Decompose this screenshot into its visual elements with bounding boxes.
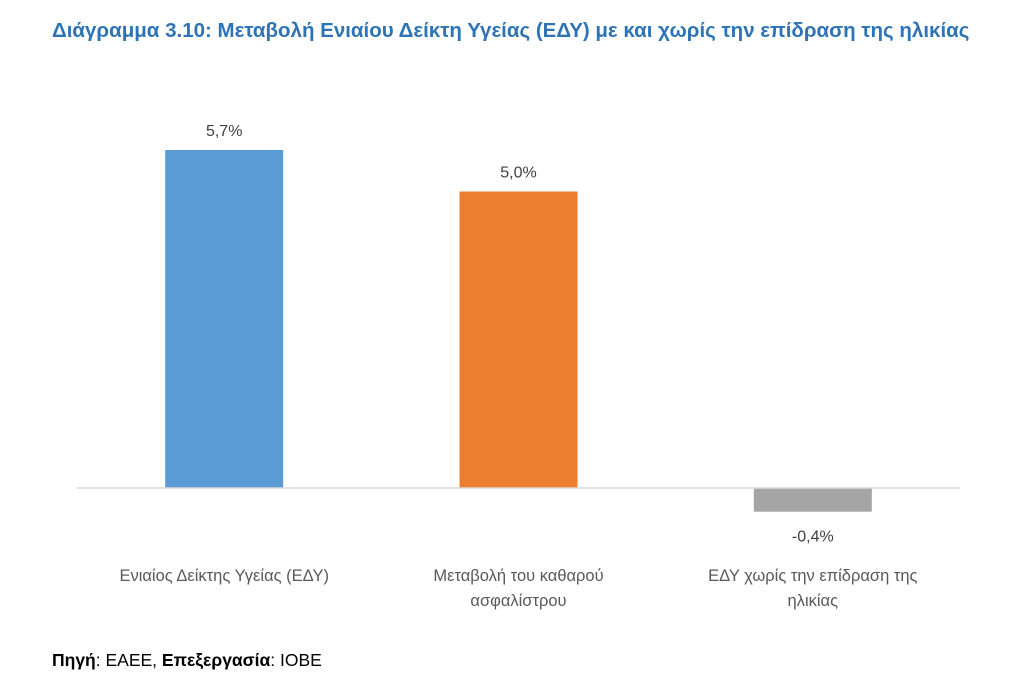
- bars-group: [165, 150, 872, 512]
- category-label-3-line-2: ηλικίας: [788, 592, 839, 610]
- data-label-1: 5,7%: [206, 123, 242, 140]
- data-label-3: -0,4%: [792, 529, 834, 546]
- source-value: : ΕΑΕΕ,: [95, 650, 162, 670]
- processing-label: Επεξεργασία: [161, 650, 271, 670]
- bar-2: [459, 191, 578, 488]
- category-label-2-line-1: Μεταβολή του καθαρού: [433, 567, 603, 585]
- bar-3: [753, 488, 872, 512]
- data-label-2: 5,0%: [500, 165, 536, 182]
- category-label-2-line-2: ασφαλίστρου: [470, 592, 566, 610]
- category-label-3-line-1: ΕΔΥ χωρίς την επίδραση της: [708, 567, 917, 585]
- category-label-1: Ενιαίος Δείκτης Υγείας (ΕΔΥ): [119, 567, 329, 585]
- chart-title: Διάγραμμα 3.10: Μεταβολή Ενιαίου Δείκτη …: [52, 19, 970, 42]
- source-note: Πηγή: ΕΑΕΕ, Επεξεργασία: ΙΟΒΕ: [52, 650, 322, 671]
- bar-1: [165, 150, 284, 488]
- source-label: Πηγή: [52, 650, 96, 670]
- processing-value: : ΙΟΒΕ: [270, 650, 322, 670]
- labels-group: 5,7% Ενιαίος Δείκτης Υγείας (ΕΔΥ) 5,0% Μετα…: [119, 123, 917, 610]
